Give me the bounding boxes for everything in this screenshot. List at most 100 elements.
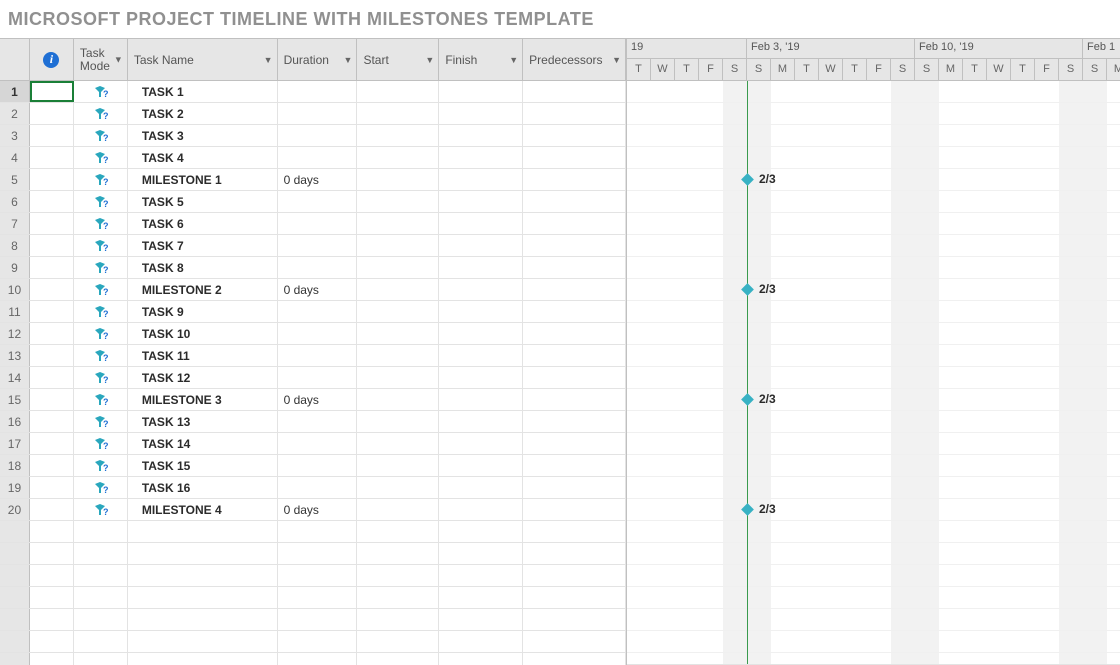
table-row[interactable]: 15 ? MILESTONE 30 days — [0, 389, 626, 411]
row-number[interactable] — [0, 631, 30, 652]
finish-cell[interactable] — [439, 103, 523, 124]
finish-cell[interactable] — [439, 653, 523, 665]
row-number[interactable]: 11 — [0, 301, 30, 322]
task-mode-cell[interactable]: ? — [74, 499, 128, 520]
start-cell[interactable] — [357, 235, 439, 256]
task-name-cell[interactable]: TASK 15 — [128, 455, 278, 476]
info-cell[interactable] — [30, 103, 74, 124]
predecessors-cell[interactable] — [523, 213, 626, 234]
duration-cell[interactable] — [278, 301, 358, 322]
finish-cell[interactable] — [439, 587, 523, 608]
predecessors-cell[interactable] — [523, 587, 626, 608]
predecessors-cell[interactable] — [523, 609, 626, 630]
row-number[interactable]: 13 — [0, 345, 30, 366]
duration-cell[interactable] — [278, 521, 358, 542]
finish-cell[interactable] — [439, 521, 523, 542]
row-number[interactable] — [0, 543, 30, 564]
start-cell[interactable] — [357, 257, 439, 278]
info-cell[interactable] — [30, 389, 74, 410]
task-mode-cell[interactable]: ? — [74, 433, 128, 454]
row-number[interactable]: 10 — [0, 279, 30, 300]
task-name-cell[interactable] — [128, 565, 278, 586]
row-number[interactable]: 4 — [0, 147, 30, 168]
predecessors-cell[interactable] — [523, 345, 626, 366]
table-row[interactable]: 2 ? TASK 2 — [0, 103, 626, 125]
header-task-name[interactable]: Task Name ▼ — [128, 39, 278, 80]
duration-cell[interactable] — [278, 433, 358, 454]
row-number[interactable] — [0, 521, 30, 542]
predecessors-cell[interactable] — [523, 631, 626, 652]
info-cell[interactable] — [30, 235, 74, 256]
start-cell[interactable] — [357, 653, 439, 665]
predecessors-cell[interactable] — [523, 367, 626, 388]
info-cell[interactable] — [30, 301, 74, 322]
info-cell[interactable] — [30, 367, 74, 388]
predecessors-cell[interactable] — [523, 279, 626, 300]
start-cell[interactable] — [357, 521, 439, 542]
predecessors-cell[interactable] — [523, 191, 626, 212]
finish-cell[interactable] — [439, 125, 523, 146]
task-name-cell[interactable]: MILESTONE 4 — [128, 499, 278, 520]
row-number[interactable]: 20 — [0, 499, 30, 520]
finish-cell[interactable] — [439, 213, 523, 234]
row-number[interactable]: 14 — [0, 367, 30, 388]
milestone-diamond-icon[interactable] — [741, 503, 754, 516]
predecessors-cell[interactable] — [523, 257, 626, 278]
task-mode-cell[interactable]: ? — [74, 279, 128, 300]
predecessors-cell[interactable] — [523, 455, 626, 476]
task-name-cell[interactable]: TASK 7 — [128, 235, 278, 256]
row-number[interactable]: 18 — [0, 455, 30, 476]
duration-cell[interactable]: 0 days — [278, 499, 358, 520]
table-row[interactable]: 20 ? MILESTONE 40 days — [0, 499, 626, 521]
duration-cell[interactable] — [278, 455, 358, 476]
timeline-row[interactable]: 2/3 — [627, 279, 1120, 301]
timeline-row[interactable] — [627, 125, 1120, 147]
task-name-cell[interactable] — [128, 521, 278, 542]
info-cell[interactable] — [30, 477, 74, 498]
task-mode-cell[interactable] — [74, 631, 128, 652]
header-task-mode[interactable]: Task Mode ▼ — [74, 39, 128, 80]
task-mode-cell[interactable] — [74, 543, 128, 564]
table-row[interactable]: 9 ? TASK 8 — [0, 257, 626, 279]
predecessors-cell[interactable] — [523, 543, 626, 564]
table-row[interactable]: 10 ? MILESTONE 20 days — [0, 279, 626, 301]
table-row[interactable]: 1 ? TASK 1 — [0, 81, 626, 103]
info-cell[interactable] — [30, 411, 74, 432]
row-number[interactable] — [0, 565, 30, 586]
predecessors-cell[interactable] — [523, 103, 626, 124]
row-number[interactable]: 6 — [0, 191, 30, 212]
timeline-row[interactable] — [627, 81, 1120, 103]
timeline-row[interactable]: 2/3 — [627, 389, 1120, 411]
info-cell[interactable] — [30, 81, 74, 102]
info-cell[interactable] — [30, 191, 74, 212]
task-mode-cell[interactable]: ? — [74, 103, 128, 124]
timeline-row[interactable] — [627, 631, 1120, 653]
timeline-row[interactable] — [627, 323, 1120, 345]
finish-cell[interactable] — [439, 543, 523, 564]
finish-cell[interactable] — [439, 191, 523, 212]
task-mode-cell[interactable]: ? — [74, 389, 128, 410]
info-cell[interactable] — [30, 323, 74, 344]
header-start[interactable]: Start ▼ — [357, 39, 439, 80]
task-mode-cell[interactable]: ? — [74, 477, 128, 498]
start-cell[interactable] — [357, 279, 439, 300]
info-cell[interactable] — [30, 257, 74, 278]
duration-cell[interactable] — [278, 257, 358, 278]
predecessors-cell[interactable] — [523, 323, 626, 344]
finish-cell[interactable] — [439, 301, 523, 322]
timeline-row[interactable] — [627, 455, 1120, 477]
row-number[interactable] — [0, 609, 30, 630]
finish-cell[interactable] — [439, 389, 523, 410]
task-name-cell[interactable]: TASK 2 — [128, 103, 278, 124]
header-predecessors[interactable]: Predecessors ▼ — [523, 39, 626, 80]
table-row[interactable]: 19 ? TASK 16 — [0, 477, 626, 499]
finish-cell[interactable] — [439, 499, 523, 520]
finish-cell[interactable] — [439, 279, 523, 300]
duration-cell[interactable] — [278, 411, 358, 432]
task-mode-cell[interactable]: ? — [74, 125, 128, 146]
predecessors-cell[interactable] — [523, 565, 626, 586]
task-mode-cell[interactable]: ? — [74, 81, 128, 102]
table-row[interactable]: 17 ? TASK 14 — [0, 433, 626, 455]
task-name-cell[interactable]: TASK 5 — [128, 191, 278, 212]
table-row[interactable]: 3 ? TASK 3 — [0, 125, 626, 147]
